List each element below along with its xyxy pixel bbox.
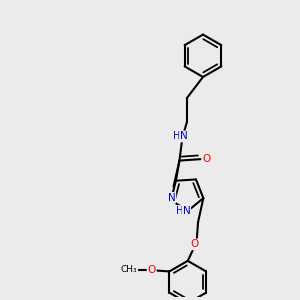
Text: O: O [148, 265, 156, 275]
Text: N: N [180, 131, 188, 142]
Text: N: N [168, 193, 176, 203]
Text: O: O [202, 154, 211, 164]
Text: N: N [182, 206, 190, 216]
Text: H: H [173, 131, 181, 142]
Text: CH₃: CH₃ [121, 266, 137, 274]
Text: O: O [190, 239, 198, 249]
Text: H: H [176, 206, 183, 216]
